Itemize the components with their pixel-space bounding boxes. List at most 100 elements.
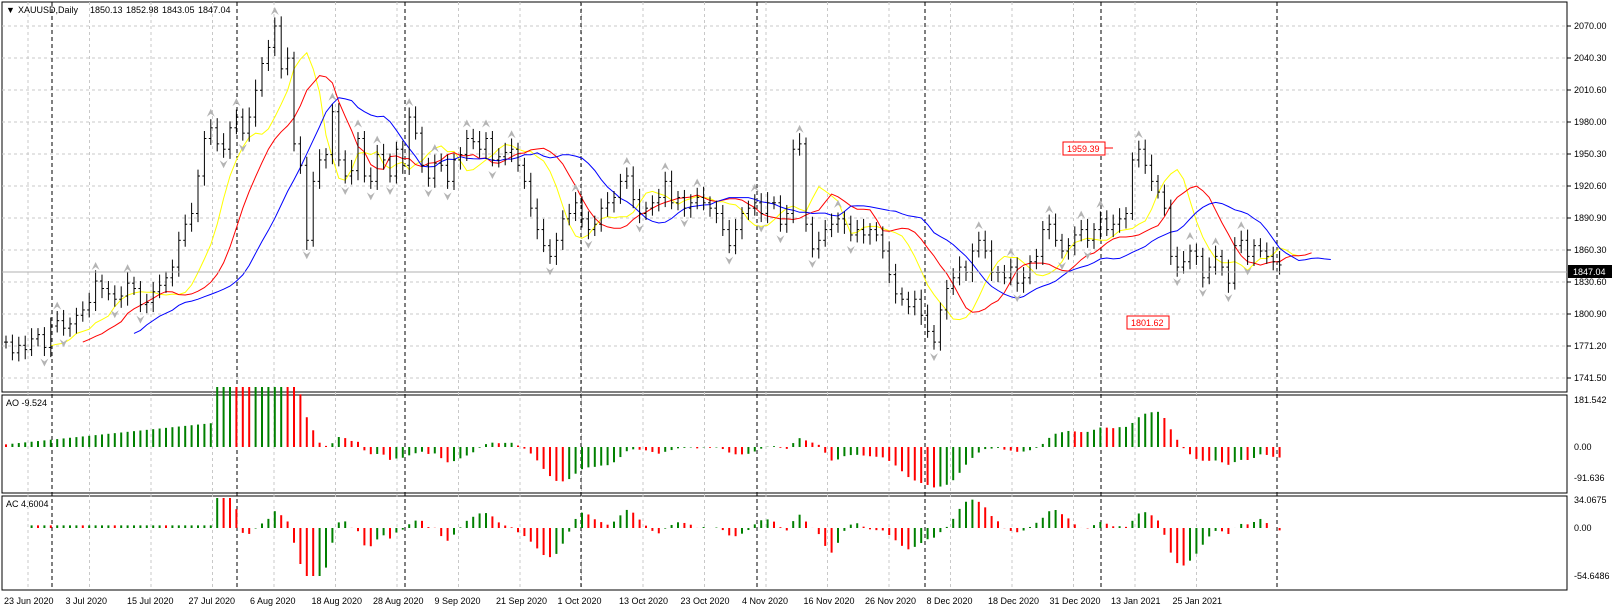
chart-high: 1852.98 <box>126 5 159 15</box>
fractal-down <box>680 219 689 228</box>
fractal-up <box>1134 130 1143 139</box>
ao-panel-frame <box>1 394 1568 494</box>
price-tick-label: 2040.30 <box>1574 53 1607 63</box>
date-tick-label: 15 Jul 2020 <box>127 596 174 606</box>
date-tick-label: 1 Oct 2020 <box>558 596 602 606</box>
date-tick-label: 13 Jan 2021 <box>1111 596 1161 606</box>
fractal-up <box>750 183 759 192</box>
date-tick-label: 6 Aug 2020 <box>250 596 296 606</box>
fractal-up <box>206 108 215 117</box>
price-tick-label: 1950.30 <box>1574 149 1607 159</box>
fractal-down <box>1013 294 1022 303</box>
current-price-label: 1847.04 <box>1573 267 1606 277</box>
fractal-down <box>59 339 68 348</box>
date-tick-label: 23 Jun 2020 <box>4 596 54 606</box>
price-tick-label: 1980.00 <box>1574 117 1607 127</box>
chart-symbol: XAUUSD,Daily <box>18 5 79 15</box>
fractal-up <box>795 124 804 133</box>
fractal-up <box>354 119 362 128</box>
ao-histogram <box>5 387 1281 488</box>
ac-tick-label: -54.6486 <box>1574 571 1610 581</box>
ac-tick-label: 34.0675 <box>1574 495 1607 505</box>
date-tick-label: 8 Dec 2020 <box>927 596 973 606</box>
fractal-up <box>373 135 382 144</box>
fractal-down <box>546 267 554 276</box>
fractal-down <box>757 224 766 233</box>
ac-label: AC 4.6004 <box>6 499 49 509</box>
fractal-down <box>725 256 734 265</box>
axis-labels: 2070.00 2040.30 2010.60 1980.00 1950.30 1920.… <box>4 21 1610 606</box>
fractal-down <box>808 259 817 268</box>
ao-tick-label: 181.542 <box>1574 395 1607 405</box>
low-annotation: 1801.62 <box>1131 318 1164 328</box>
fractal-up <box>91 262 100 271</box>
ac-panel-frame <box>1 495 1568 591</box>
price-tick-label: 2070.00 <box>1574 21 1607 31</box>
fractal-up <box>328 92 337 101</box>
fractal-up <box>693 178 702 187</box>
ac-histogram <box>30 498 1281 576</box>
price-tick-label: 1920.60 <box>1574 181 1607 191</box>
current-price-box <box>1568 265 1612 278</box>
fractal-up <box>1237 221 1246 230</box>
fractal-up <box>661 162 670 171</box>
ac-tick-label: 0.00 <box>1574 523 1592 533</box>
date-tick-label: 21 Sep 2020 <box>496 596 547 606</box>
price-tick-label: 1741.50 <box>1574 373 1607 383</box>
fractal-down <box>40 358 49 367</box>
date-tick-label: 27 Jul 2020 <box>189 596 236 606</box>
chart-header-arrow[interactable]: ▼ <box>6 5 15 15</box>
fractal-down <box>219 160 228 169</box>
fractal-down <box>1243 267 1252 276</box>
grid <box>2 2 1567 590</box>
fractal-down <box>776 235 785 244</box>
date-tick-label: 23 Oct 2020 <box>681 596 730 606</box>
fractal-down <box>846 245 855 254</box>
fractal-down <box>584 240 593 249</box>
fractal-down <box>1198 288 1207 297</box>
fractal-up <box>405 98 414 107</box>
fractal-down <box>302 251 311 260</box>
fractal-up <box>270 6 279 15</box>
chart-close: 1847.04 <box>198 5 231 15</box>
fractal-up <box>1006 248 1015 257</box>
price-tick-label: 1771.20 <box>1574 341 1607 351</box>
date-tick-label: 13 Oct 2020 <box>619 596 668 606</box>
fractal-up <box>622 157 631 166</box>
price-tick-label: 1830.60 <box>1574 277 1607 287</box>
date-tick-label: 28 Aug 2020 <box>373 596 424 606</box>
fractal-up <box>482 119 490 128</box>
date-tick-label: 16 Nov 2020 <box>804 596 855 606</box>
fractal-down <box>488 170 497 179</box>
chart-low: 1843.05 <box>162 5 195 15</box>
ao-label: AO -9.524 <box>6 398 47 408</box>
fractal-down <box>136 315 145 324</box>
date-tick-label: 26 Nov 2020 <box>865 596 916 606</box>
fractal-down <box>366 192 375 201</box>
main-panel-frame <box>1 1 1568 393</box>
fractal-down <box>1173 278 1182 287</box>
fractal-down <box>424 189 433 198</box>
fractal-down <box>341 187 350 196</box>
fractal-up <box>834 199 842 208</box>
fractal-down <box>443 192 452 201</box>
ma-blue-line <box>133 97 1331 334</box>
price-tick-label: 1860.30 <box>1574 245 1607 255</box>
low-annotation-box <box>1126 315 1170 330</box>
date-tick-label: 3 Jul 2020 <box>66 596 108 606</box>
fractal-up <box>232 98 241 107</box>
fractal-up <box>1096 199 1105 208</box>
fractal-markers <box>40 6 1252 367</box>
fractal-down <box>238 144 247 153</box>
fractal-up <box>1211 237 1220 246</box>
ao-tick-label: -91.636 <box>1574 473 1605 483</box>
price-tick-label: 2010.60 <box>1574 85 1607 95</box>
fractal-down <box>1058 262 1066 271</box>
chart-open: 1850.13 <box>90 5 123 15</box>
fractal-up <box>1045 205 1054 214</box>
fractal-down <box>386 187 394 196</box>
fractal-up <box>462 119 471 128</box>
fractal-down <box>930 353 938 362</box>
